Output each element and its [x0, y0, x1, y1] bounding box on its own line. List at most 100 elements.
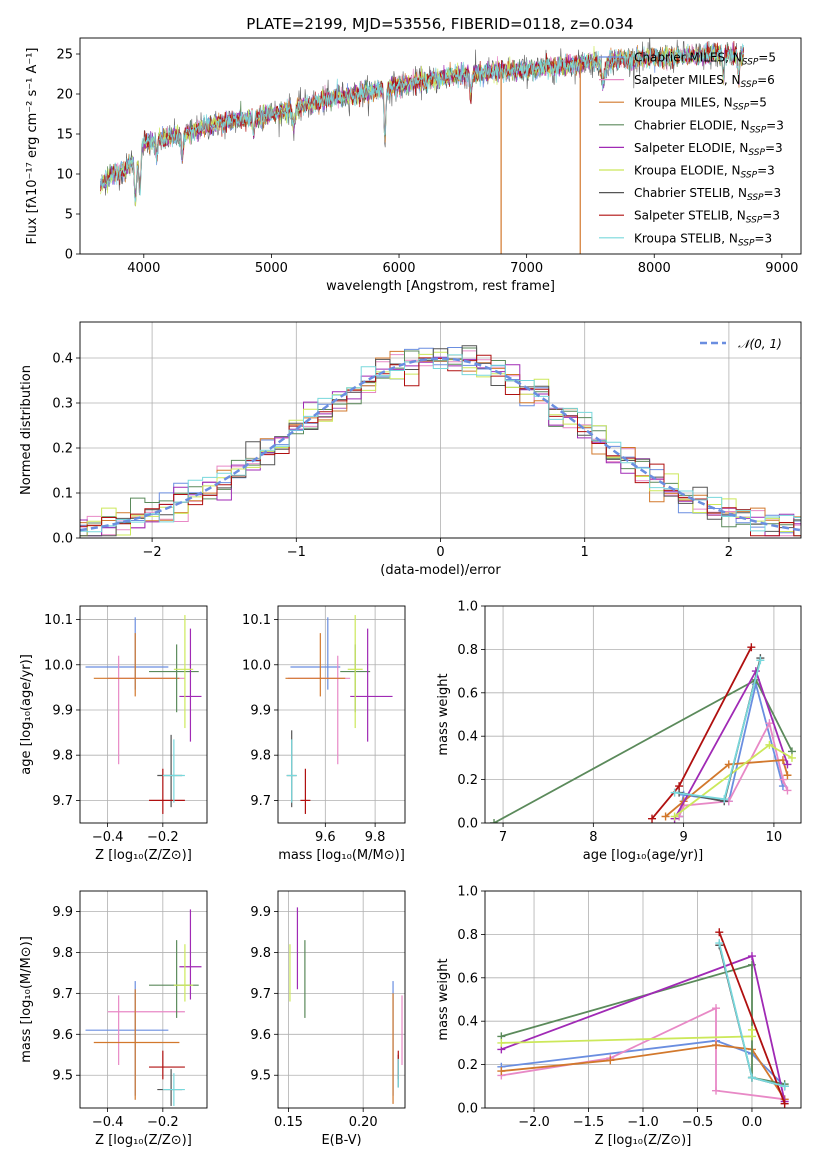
weight-marker — [497, 1038, 506, 1047]
y-tick-label: 9.8 — [250, 946, 271, 961]
x-tick-label: 0.0 — [742, 1115, 763, 1130]
x-tick-label: 8 — [589, 830, 597, 845]
hist-legend-label: 𝒩(0, 1) — [738, 337, 782, 351]
y-tick-label: 0.4 — [457, 1015, 478, 1030]
weight-marker — [497, 1067, 506, 1076]
weight-marker — [670, 788, 679, 797]
y-tick-label: 10 — [56, 168, 73, 183]
weight-marker — [780, 1082, 789, 1091]
legend-label-3: Chabrier ELODIE, NSSP=3 — [634, 118, 784, 135]
x-tick-label: −0.2 — [147, 830, 179, 845]
weight-marker — [720, 795, 729, 804]
axes-frame — [79, 321, 802, 539]
legend-label-1: Salpeter MILES, NSSP=6 — [634, 73, 775, 90]
y-tick-label: 10.0 — [44, 658, 73, 673]
y-tick-label: 0.4 — [52, 352, 73, 367]
figure-title: PLATE=2199, MJD=53556, FIBERID=0118, z=0… — [246, 15, 633, 33]
normal-reference-curve — [80, 357, 801, 532]
axes-weight_vs_Z: −2.0 −1.5 −1.0 −0.5 0.0 0.0 0.2 0.4 0.6 0.8 1.0 Z [… — [436, 885, 802, 1148]
x-axis-label: Z [log₁₀(Z/Z⊙)] — [95, 1133, 192, 1148]
weight-marker — [783, 760, 792, 769]
y-tick-label: 0.2 — [457, 1058, 478, 1073]
weight-marker — [661, 812, 670, 821]
x-tick-label: 2 — [725, 545, 733, 560]
weight-marker — [747, 952, 756, 961]
weight-marker — [490, 819, 499, 823]
axes-age_vs_mass: 9.6 9.8 9.7 9.8 9.9 10.0 10.1 mass [log₁₀(M/M⊙)… — [242, 605, 406, 863]
weight-marker — [787, 753, 796, 762]
x-tick-label: −0.5 — [682, 1115, 714, 1130]
weight-marker — [675, 782, 684, 791]
x-tick-label: 9.6 — [315, 830, 336, 845]
weight-marker — [765, 719, 774, 728]
weight-line-1 — [678, 720, 789, 817]
y-tick-label: 9.5 — [52, 1069, 73, 1084]
axes-frame — [277, 605, 406, 824]
x-tick-label: 9.8 — [365, 830, 386, 845]
weight-line-3 — [493, 678, 793, 823]
plot-area — [100, 38, 744, 254]
axes-mass_vs_Z: −0.4 −0.2 9.5 9.6 9.7 9.8 9.9 Z [log₁₀(Z/Z⊙)] ma… — [19, 890, 208, 1148]
y-tick-label: 9.8 — [52, 749, 73, 764]
x-tick-label: 9000 — [765, 261, 798, 276]
plot-area — [497, 928, 789, 1108]
x-axis-label: mass [log₁₀(M/M⊙)] — [278, 848, 405, 863]
plot-area — [490, 643, 796, 823]
y-axis-label: mass weight — [436, 673, 451, 755]
plot-area — [85, 615, 202, 814]
x-tick-label: 10 — [766, 830, 783, 845]
x-tick-label: 6000 — [382, 261, 415, 276]
hist-series-5 — [80, 351, 801, 537]
plot-area — [85, 909, 202, 1106]
weight-marker — [747, 1073, 756, 1082]
x-tick-label: −0.4 — [92, 1115, 124, 1130]
y-tick-label: 0.2 — [52, 442, 73, 457]
weight-marker — [765, 740, 774, 749]
x-tick-label: −1.5 — [573, 1115, 605, 1130]
y-tick-label: 9.7 — [250, 794, 271, 809]
x-tick-label: 9 — [679, 830, 687, 845]
weight-line-3 — [501, 963, 785, 1085]
weight-marker — [778, 775, 787, 784]
x-axis-label: wavelength [Angstrom, rest frame] — [326, 279, 555, 294]
x-tick-label: 7 — [499, 830, 507, 845]
y-axis-label: Normed distribution — [19, 365, 34, 495]
x-axis-label: (data-model)/error — [380, 563, 501, 578]
axes-frame — [277, 890, 406, 1109]
y-tick-label: 0.4 — [457, 730, 478, 745]
y-tick-label: 15 — [56, 128, 73, 143]
x-axis-label: Z [log₁₀(Z/Z⊙)] — [95, 848, 192, 863]
weight-marker — [747, 643, 756, 652]
y-tick-label: 9.6 — [52, 1028, 73, 1043]
y-tick-label: 9.9 — [52, 905, 73, 920]
x-tick-label: 1 — [581, 545, 589, 560]
y-tick-label: 0.6 — [457, 971, 478, 986]
y-tick-label: 0.8 — [457, 643, 478, 658]
x-tick-label: −2.0 — [518, 1115, 550, 1130]
y-tick-label: 0.3 — [52, 397, 73, 412]
y-tick-label: 9.7 — [52, 794, 73, 809]
y-axis-label: mass weight — [436, 958, 451, 1040]
spectrum-line-8 — [100, 44, 744, 203]
y-tick-label: 10.1 — [242, 613, 271, 628]
axes-residuals: −2 −1 0 1 2 0.0 0.1 0.2 0.3 0.4 (data-model)/error… — [19, 321, 802, 578]
legend-label-4: Salpeter ELODIE, NSSP=3 — [634, 141, 783, 158]
y-axis-label: Flux [fλ10⁻¹⁷ erg cm⁻² s⁻¹ A⁻¹] — [25, 48, 40, 245]
weight-line-7 — [718, 931, 786, 1105]
x-tick-label: 4000 — [127, 261, 160, 276]
y-tick-label: 0.0 — [457, 817, 478, 832]
axes-weight_vs_age: 7 8 9 10 0.0 0.2 0.4 0.6 0.8 1.0 age [log₁₀(age/yr… — [436, 600, 802, 863]
y-tick-label: 1.0 — [457, 885, 478, 900]
y-tick-label: 9.8 — [250, 749, 271, 764]
weight-marker — [606, 1056, 615, 1065]
weight-marker — [715, 928, 724, 937]
y-tick-label: 9.7 — [52, 987, 73, 1002]
y-tick-label: 9.9 — [250, 905, 271, 920]
x-tick-label: −1.0 — [627, 1115, 659, 1130]
y-tick-label: 9.5 — [250, 1069, 271, 1084]
x-tick-label: 0.20 — [349, 1115, 378, 1130]
y-tick-label: 5 — [65, 208, 73, 223]
x-tick-label: −2 — [143, 545, 162, 560]
weight-line-7 — [651, 646, 753, 820]
legend-label-6: Chabrier STELIB, NSSP=3 — [634, 186, 781, 203]
